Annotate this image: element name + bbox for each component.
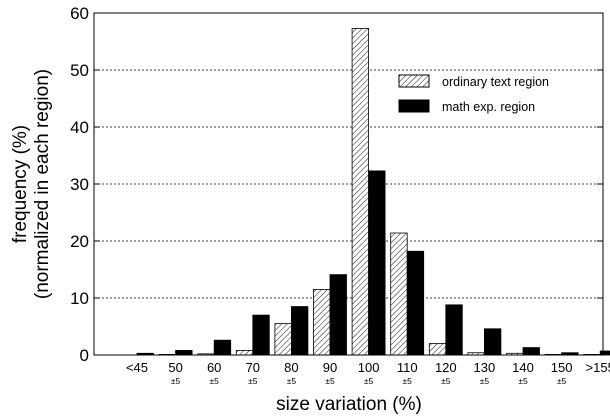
bar-ordinary-text xyxy=(428,343,447,356)
y-tick-label: 60 xyxy=(70,4,89,23)
y-axis-label-line-2: (normalized in each region) xyxy=(32,69,53,299)
y-tick-label: 0 xyxy=(80,346,89,365)
bar-ordinary-text xyxy=(313,289,331,356)
bar-ordinary-text xyxy=(274,323,292,356)
bar-math-exp xyxy=(522,347,540,356)
bar-math-exp xyxy=(175,350,193,356)
x-tick-sublabel: ±5 xyxy=(209,376,219,386)
x-tick-label: 70 xyxy=(246,360,260,375)
x-tick-label: >155 xyxy=(586,360,610,375)
x-tick-label: 80 xyxy=(284,360,298,375)
x-axis: <45 50±560±570±580±590±5100±5110±5120±513… xyxy=(126,360,610,386)
x-tick-sublabel: ±5 xyxy=(248,376,258,386)
y-tick-label: 50 xyxy=(70,61,89,80)
legend-label-ordinary-text: ordinary text region xyxy=(442,75,549,89)
x-tick-sublabel: ±5 xyxy=(557,376,567,386)
x-tick-label: 140 xyxy=(512,360,534,375)
bar-ordinary-text xyxy=(390,232,408,356)
y-axis-label-line-1: frequency (%) xyxy=(10,125,31,243)
x-tick-label: 100 xyxy=(358,360,380,375)
legend: ordinary text region math exp. region xyxy=(398,74,549,114)
bar-math-exp xyxy=(445,304,463,356)
y-tick-label: 40 xyxy=(70,118,89,137)
x-tick-label: 60 xyxy=(207,360,221,375)
bar-math-exp xyxy=(406,250,425,356)
x-tick-label: <45 xyxy=(126,360,148,375)
bar-math-exp xyxy=(213,339,232,356)
x-tick-sublabel: ±5 xyxy=(364,376,374,386)
legend-swatch-ordinary-text xyxy=(398,74,430,88)
bar-math-exp xyxy=(599,350,610,356)
legend-label-math-exp: math exp. region xyxy=(442,100,535,114)
x-tick-label: 150 xyxy=(551,360,573,375)
y-tick-label: 10 xyxy=(70,289,89,308)
bar-math-exp xyxy=(252,314,270,356)
bar-math-exp xyxy=(329,274,347,356)
x-tick-sublabel: ±5 xyxy=(325,376,335,386)
y-tick-label: 20 xyxy=(70,232,89,251)
x-tick-label: 110 xyxy=(397,360,418,375)
x-tick-sublabel: ±5 xyxy=(518,376,528,386)
x-tick-sublabel: ±5 xyxy=(480,376,490,386)
bar-math-exp xyxy=(368,170,386,356)
y-axis: 0 10 20 30 40 50 60 xyxy=(70,4,603,365)
legend-swatch-math-exp xyxy=(398,99,430,113)
x-tick-label: 130 xyxy=(474,360,496,375)
x-tick-sublabel: ±5 xyxy=(171,376,181,386)
x-tick-label: 90 xyxy=(323,360,337,375)
bar-ordinary-text xyxy=(351,27,370,356)
bar-ordinary-text xyxy=(235,350,254,356)
x-tick-sublabel: ±5 xyxy=(441,376,451,386)
bar-math-exp xyxy=(483,328,502,356)
bars-group xyxy=(136,27,610,356)
x-tick-sublabel: ±5 xyxy=(287,376,297,386)
x-axis-label: size variation (%) xyxy=(276,394,422,415)
y-tick-label: 30 xyxy=(70,175,89,194)
bar-math-exp xyxy=(290,306,309,356)
x-tick-label: 120 xyxy=(435,360,457,375)
x-tick-label: 50 xyxy=(168,360,182,375)
grid-lines xyxy=(94,69,603,299)
x-tick-sublabel: ±5 xyxy=(402,376,412,386)
